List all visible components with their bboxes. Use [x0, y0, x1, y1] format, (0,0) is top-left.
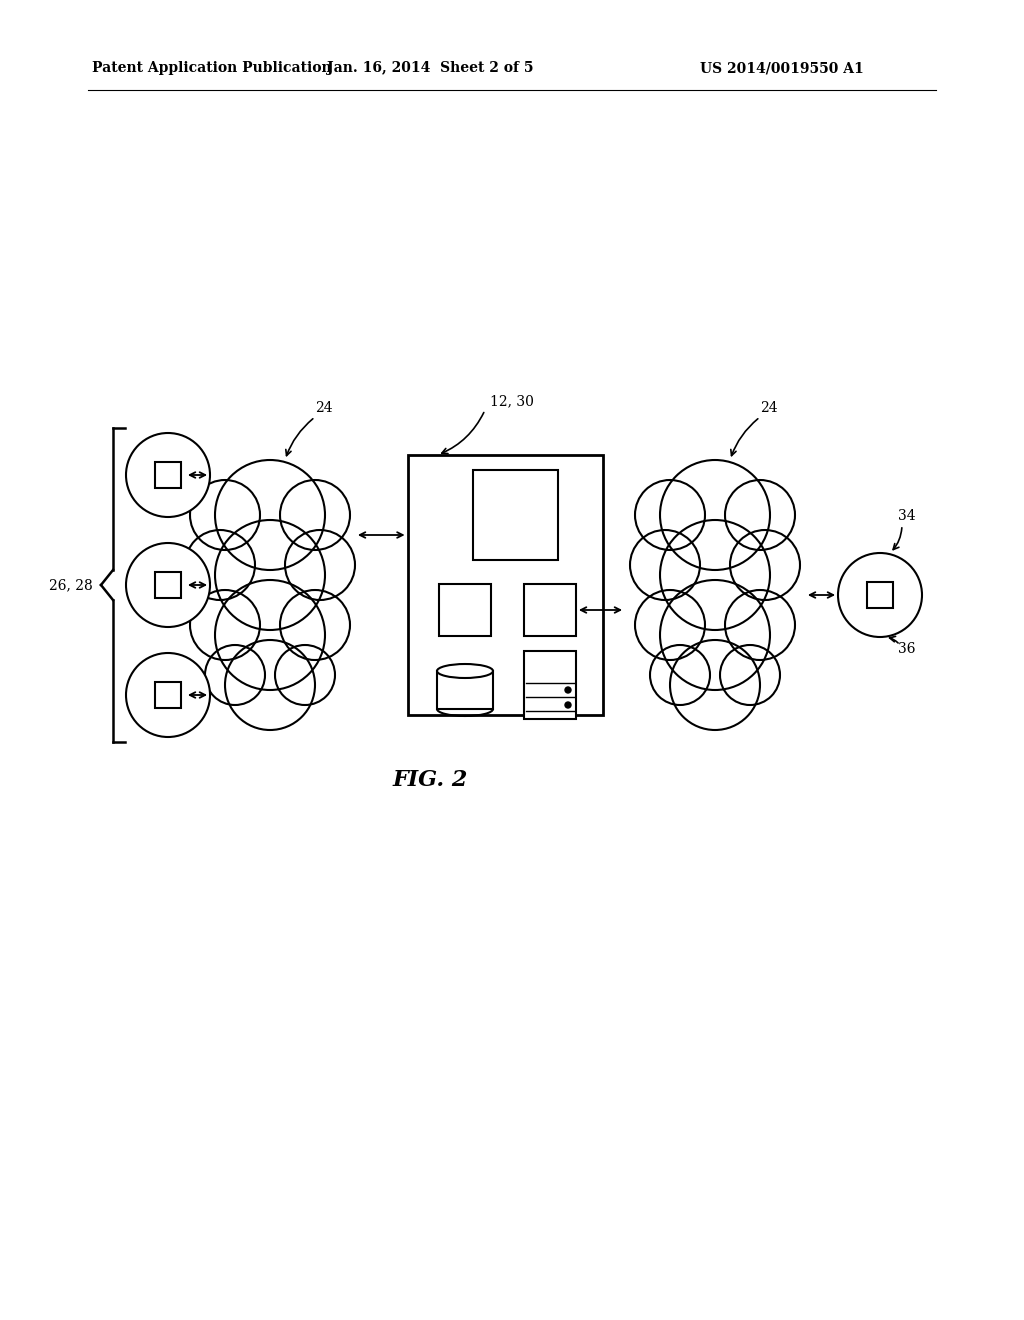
Circle shape [660, 459, 770, 570]
Circle shape [215, 520, 325, 630]
Bar [437, 671, 493, 709]
Text: 34: 34 [898, 510, 915, 523]
Circle shape [126, 543, 210, 627]
Text: 24: 24 [315, 401, 333, 414]
Circle shape [720, 645, 780, 705]
Text: 32: 32 [559, 475, 575, 488]
Text: 26, 28: 26, 28 [49, 578, 93, 591]
Text: US 2014/0019550 A1: US 2014/0019550 A1 [700, 61, 864, 75]
Circle shape [730, 531, 800, 601]
Bar [524, 583, 575, 636]
Circle shape [126, 433, 210, 517]
Circle shape [635, 480, 705, 550]
Circle shape [215, 579, 325, 690]
Circle shape [660, 579, 770, 690]
Circle shape [275, 645, 335, 705]
Circle shape [215, 459, 325, 570]
Circle shape [225, 640, 315, 730]
Circle shape [565, 686, 571, 693]
Bar [472, 470, 557, 560]
Text: 14: 14 [421, 569, 437, 582]
Circle shape [650, 645, 710, 705]
Circle shape [565, 702, 571, 708]
Text: Patent Application Publication: Patent Application Publication [92, 61, 332, 75]
Circle shape [205, 645, 265, 705]
Circle shape [838, 553, 922, 638]
Text: 12, 30: 12, 30 [490, 393, 534, 408]
Text: 24: 24 [760, 401, 777, 414]
Text: 36: 36 [898, 642, 915, 656]
Bar [155, 572, 181, 598]
Text: 20: 20 [574, 636, 590, 649]
Bar [439, 583, 490, 636]
Bar [155, 462, 181, 488]
Circle shape [190, 590, 260, 660]
Circle shape [126, 653, 210, 737]
Circle shape [725, 590, 795, 660]
Circle shape [660, 520, 770, 630]
Bar [524, 651, 575, 719]
Text: 22: 22 [578, 569, 594, 582]
Circle shape [630, 531, 700, 601]
Circle shape [670, 640, 760, 730]
Bar [867, 582, 893, 609]
Bar [408, 455, 602, 715]
Circle shape [285, 531, 355, 601]
Bar [155, 682, 181, 708]
Text: FIG. 2: FIG. 2 [392, 770, 468, 791]
Circle shape [280, 590, 350, 660]
Circle shape [725, 480, 795, 550]
Circle shape [280, 480, 350, 550]
Circle shape [185, 531, 255, 601]
Ellipse shape [437, 664, 493, 678]
Text: Jan. 16, 2014  Sheet 2 of 5: Jan. 16, 2014 Sheet 2 of 5 [327, 61, 534, 75]
Circle shape [190, 480, 260, 550]
Circle shape [635, 590, 705, 660]
Text: 16: 16 [419, 653, 435, 667]
